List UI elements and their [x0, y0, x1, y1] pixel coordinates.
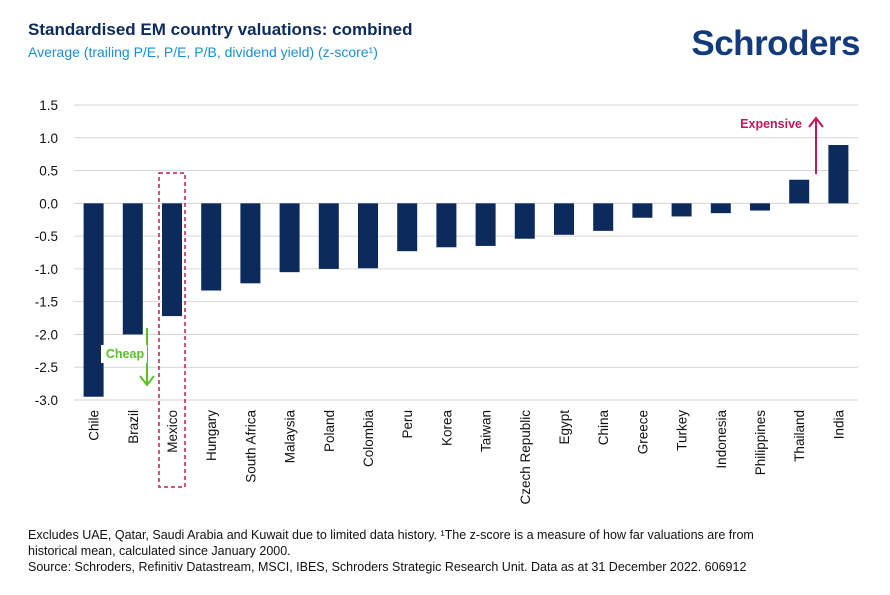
- footnote: Excludes UAE, Qatar, Saudi Arabia and Ku…: [28, 527, 868, 575]
- x-tick-label: Taiwan: [479, 410, 494, 452]
- y-tick-label: -1.0: [35, 262, 58, 277]
- x-tick-label: Brazil: [126, 410, 141, 444]
- bar: [83, 203, 104, 397]
- x-tick-label: Egypt: [557, 410, 572, 445]
- schroders-logo: Schroders: [691, 24, 860, 63]
- bar: [397, 203, 418, 252]
- bar: [593, 203, 614, 231]
- bar: [318, 203, 339, 269]
- x-tick-label: Indonesia: [714, 410, 729, 469]
- y-tick-label: -2.5: [35, 360, 58, 375]
- x-tick-label: South Africa: [243, 410, 258, 483]
- chart-title: Standardised EM country valuations: comb…: [28, 20, 413, 39]
- bar-chart: 1.5 1.0 0.5 0.0 -0.5 -1.0 -1.5 -2.0 -2.5 -3.0 Chil…: [35, 98, 858, 505]
- bar: [162, 203, 182, 317]
- y-tick-label: 0.5: [39, 164, 58, 179]
- highlight-box: [158, 172, 186, 488]
- x-tick-label: Chile: [87, 410, 102, 441]
- x-tick-label: Czech Republic: [518, 410, 533, 505]
- bar: [201, 203, 222, 291]
- y-tick-label: 0.0: [39, 196, 58, 211]
- x-tick-label: Colombia: [361, 410, 376, 468]
- x-tick-label: Malaysia: [283, 410, 298, 464]
- bar: [514, 203, 535, 239]
- cheap-arrow-head: [139, 375, 155, 387]
- bar: [240, 203, 261, 284]
- bar: [750, 203, 770, 211]
- chart-subtitle: Average (trailing P/E, P/E, P/B, dividen…: [28, 44, 378, 60]
- bar: [554, 203, 574, 235]
- bar: [358, 203, 378, 269]
- y-tick-label: -3.0: [35, 393, 58, 408]
- bar: [122, 203, 143, 335]
- bar: [671, 203, 692, 217]
- footnote-source: Source: Schroders, Refinitiv Datastream,…: [28, 560, 747, 574]
- x-tick-label: India: [831, 410, 846, 440]
- x-tick-label: Korea: [439, 410, 454, 447]
- cheap-label-bg: [101, 345, 147, 363]
- x-tick-label: Poland: [322, 410, 337, 452]
- y-tick-label: 1.0: [39, 131, 58, 146]
- x-tick-label: Turkey: [675, 410, 690, 451]
- x-tick-label: Philippines: [753, 410, 768, 476]
- bar: [279, 203, 300, 273]
- footnote-line-2: historical mean, calculated since Januar…: [28, 544, 291, 558]
- x-tick-label: Greece: [635, 410, 650, 454]
- y-tick-label: 1.5: [39, 98, 58, 113]
- bar: [710, 203, 731, 214]
- expensive-label: Expensive: [740, 117, 802, 131]
- bar: [828, 144, 849, 204]
- bar: [632, 203, 653, 218]
- y-tick-label: -0.5: [35, 229, 58, 244]
- bar: [475, 203, 496, 246]
- x-tick-label: Peru: [400, 410, 415, 439]
- x-tick-label: China: [596, 410, 611, 446]
- y-tick-label: -2.0: [35, 327, 58, 342]
- cheap-label: Cheap: [106, 347, 145, 361]
- x-tick-label: Thailand: [792, 410, 807, 462]
- bar: [436, 203, 457, 248]
- bar: [789, 179, 810, 204]
- footnote-line-1: Excludes UAE, Qatar, Saudi Arabia and Ku…: [28, 528, 754, 542]
- x-tick-label: Mexico: [165, 410, 180, 453]
- x-tick-label: Hungary: [204, 410, 219, 461]
- expensive-arrow-head: [808, 116, 824, 128]
- y-tick-label: -1.5: [35, 295, 58, 310]
